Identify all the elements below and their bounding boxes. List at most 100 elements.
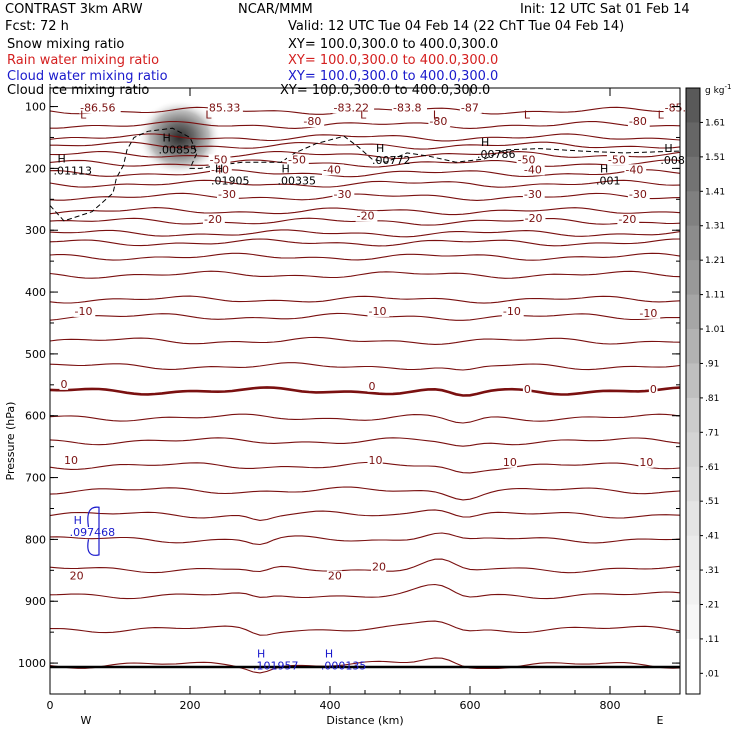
temperature-contour [49,270,681,279]
contour-label: -20 [357,210,375,223]
contour-label-bg [638,456,654,468]
high-marker: H [325,647,333,660]
contour-label: 0 [369,380,376,393]
maximum-value: .00855 [159,144,198,157]
y-tick-label: 600 [25,410,46,423]
colorbar-label: 1.51 [705,153,725,163]
contour-label-bg [371,561,387,573]
contour-label-bg [459,102,482,114]
cloud-ice-contour [49,127,681,222]
temperature-contour [49,169,681,178]
contour-label-bg [332,189,355,201]
colorbar-label: .31 [705,566,719,576]
low-marker: L [205,109,212,122]
colorbar-swatch [686,397,700,433]
contour-label-bg [326,570,343,582]
colorbar: 1.61 1.51 1.41 1.31 1.21 1.11 1.01 .91 .81 .71 .61… [685,87,725,695]
colorbar-label: .91 [705,359,719,369]
temperature-contour [49,192,681,201]
y-tick-label: 700 [25,472,46,485]
contour-label: -10 [369,305,387,318]
low-marker: L [658,109,665,122]
colorbar-swatch [686,122,700,158]
contour-label-bg [207,102,243,114]
x-tick-label: 0 [47,699,54,712]
high-marker: H [376,142,384,155]
temperature-contour [49,133,681,142]
contour-label: 85.33 [209,101,241,114]
field-name-rain: Rain water mixing ratio [7,53,159,68]
temperature-contour [49,179,681,188]
colorbar-label: 1.11 [705,291,725,301]
colorbar-label: 1.21 [705,256,725,266]
contour-label-bg [63,454,79,466]
contour-label-bg [663,102,699,114]
contour-label: -10 [639,307,657,320]
temperature-contour [50,141,681,150]
temperature-contour [49,312,681,321]
contour-label: -20 [204,213,222,226]
contour-label: -20 [618,213,636,226]
field-name-cloud-ice: Cloud ice mixing ratio [7,83,149,98]
maximum-value: .101957 [253,659,299,672]
contour-label-bg [367,454,383,466]
contour-label-bg [59,378,69,390]
colorbar-label: 1.31 [705,222,725,232]
contour-label: -30 [524,188,542,201]
contour-label: -83.22 [334,101,369,114]
low-marker: L [80,109,87,122]
contour-label-bg [73,305,96,317]
colorbar-swatch [686,156,700,192]
y-tick-label: 900 [25,595,46,608]
temperature-contour-layer [49,106,681,674]
contour-label-bg [648,383,658,395]
contour-label-bg [332,102,375,114]
contour-label: 10 [639,456,653,469]
temperature-contour [49,238,681,247]
contour-label-bg [627,116,650,128]
contour-label: -10 [75,305,93,318]
contour-label: -40 [211,163,229,176]
low-marker: L [360,109,367,122]
colorbar-swatch [686,294,700,330]
contour-label-bg [638,307,661,319]
temperature-contour [49,295,681,304]
colorbar-label: .41 [705,532,719,542]
center-title: NCAR/MMM [238,2,313,17]
colorbar-label: 1.61 [705,118,725,128]
high-marker: H [481,136,489,149]
west-label: W [81,714,92,727]
colorbar-swatch [686,260,700,296]
temperature-contour [49,252,681,261]
contour-label-bg [501,456,518,468]
contour-label: 0 [61,378,68,391]
contour-label: -10 [503,305,521,318]
contour-label-bg [522,164,545,176]
temperature-contour [49,532,681,546]
colorbar-swatch [686,88,700,123]
temperature-contour [49,657,681,674]
colorbar-label: 1.41 [705,187,725,197]
maximum-value: .097468 [70,526,116,539]
temperature-contour [49,437,681,447]
contour-label-bg [617,213,640,225]
valid-time: Valid: 12 UTC Tue 04 Feb 14 (22 ChT Tue … [288,19,624,34]
contour-label-bg [392,102,427,114]
high-marker: H [282,163,290,176]
contour-label: -50 [608,153,626,166]
x-tick-label: 800 [600,699,621,712]
colorbar-swatch [686,535,700,571]
contour-label: -50 [288,153,306,166]
high-marker: H [58,153,66,166]
y-axis-label: Pressure (hPa) [4,402,17,481]
contour-label: 0 [524,383,531,396]
field-name-cloud-water: Cloud water mixing ratio [7,69,168,84]
colorbar-label: .11 [705,635,719,645]
high-marker: H [163,132,171,145]
temperature-contour [49,583,681,600]
maximum-value: .00335 [278,175,317,188]
contour-label-bg [367,380,377,392]
x-axis-label: Distance (km) [326,714,403,727]
contour-label-bg [522,383,532,395]
